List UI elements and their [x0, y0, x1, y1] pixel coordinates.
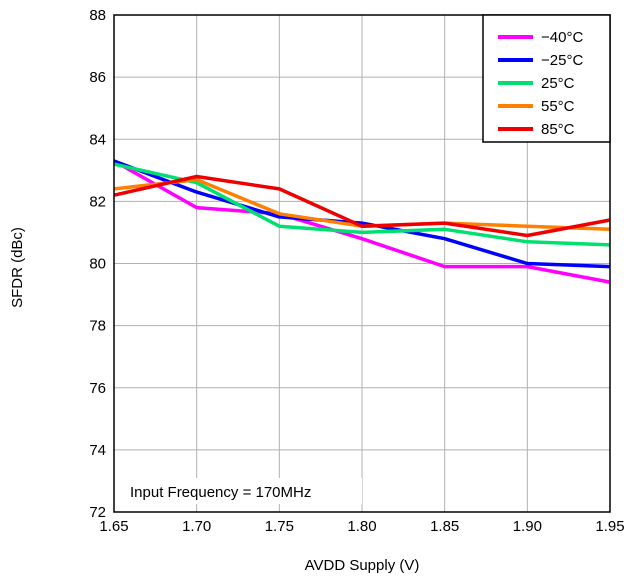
y-tick-label: 84: [89, 131, 106, 148]
legend-label: −40°C: [541, 29, 583, 46]
x-tick-label: 1.90: [513, 518, 542, 535]
series-line: [113, 159, 611, 269]
x-tick-label: 1.75: [265, 518, 294, 535]
y-tick-label: 72: [89, 504, 106, 521]
x-axis-label: AVDD Supply (V): [305, 557, 420, 574]
y-tick-label: 86: [89, 69, 106, 86]
y-tick-label: 80: [89, 256, 106, 273]
x-tick-label: 1.80: [347, 518, 376, 535]
legend-label: 55°C: [541, 98, 575, 115]
y-tick-label: 82: [89, 193, 106, 210]
plot-frame: [113, 14, 611, 513]
annotation-text: Input Frequency = 170MHz: [130, 484, 311, 501]
y-tick-labels: 72 74 76 78 80 82 84 86 88: [89, 7, 106, 521]
y-tick-label: 88: [89, 7, 106, 24]
legend: −40°C −25°C 25°C 55°C 85°C: [482, 14, 611, 143]
legend-label: 85°C: [541, 121, 575, 138]
y-tick-label: 78: [89, 318, 106, 335]
y-tick-label: 76: [89, 380, 106, 397]
x-tick-label: 1.70: [182, 518, 211, 535]
x-tick-label: 1.95: [595, 518, 624, 535]
y-axis-label: SFDR (dBc): [9, 227, 26, 308]
annotation-box: [122, 478, 362, 504]
series-line: [113, 159, 611, 284]
series-line: [113, 174, 611, 238]
legend-label: −25°C: [541, 52, 583, 69]
series-line: [113, 162, 611, 247]
series-lines: [113, 159, 611, 284]
x-tick-label: 1.85: [430, 518, 459, 535]
y-tick-label: 74: [89, 442, 106, 459]
legend-label: 25°C: [541, 75, 575, 92]
x-tick-labels: 1.65 1.70 1.75 1.80 1.85 1.90 1.95: [99, 518, 624, 535]
x-tick-label: 1.65: [99, 518, 128, 535]
